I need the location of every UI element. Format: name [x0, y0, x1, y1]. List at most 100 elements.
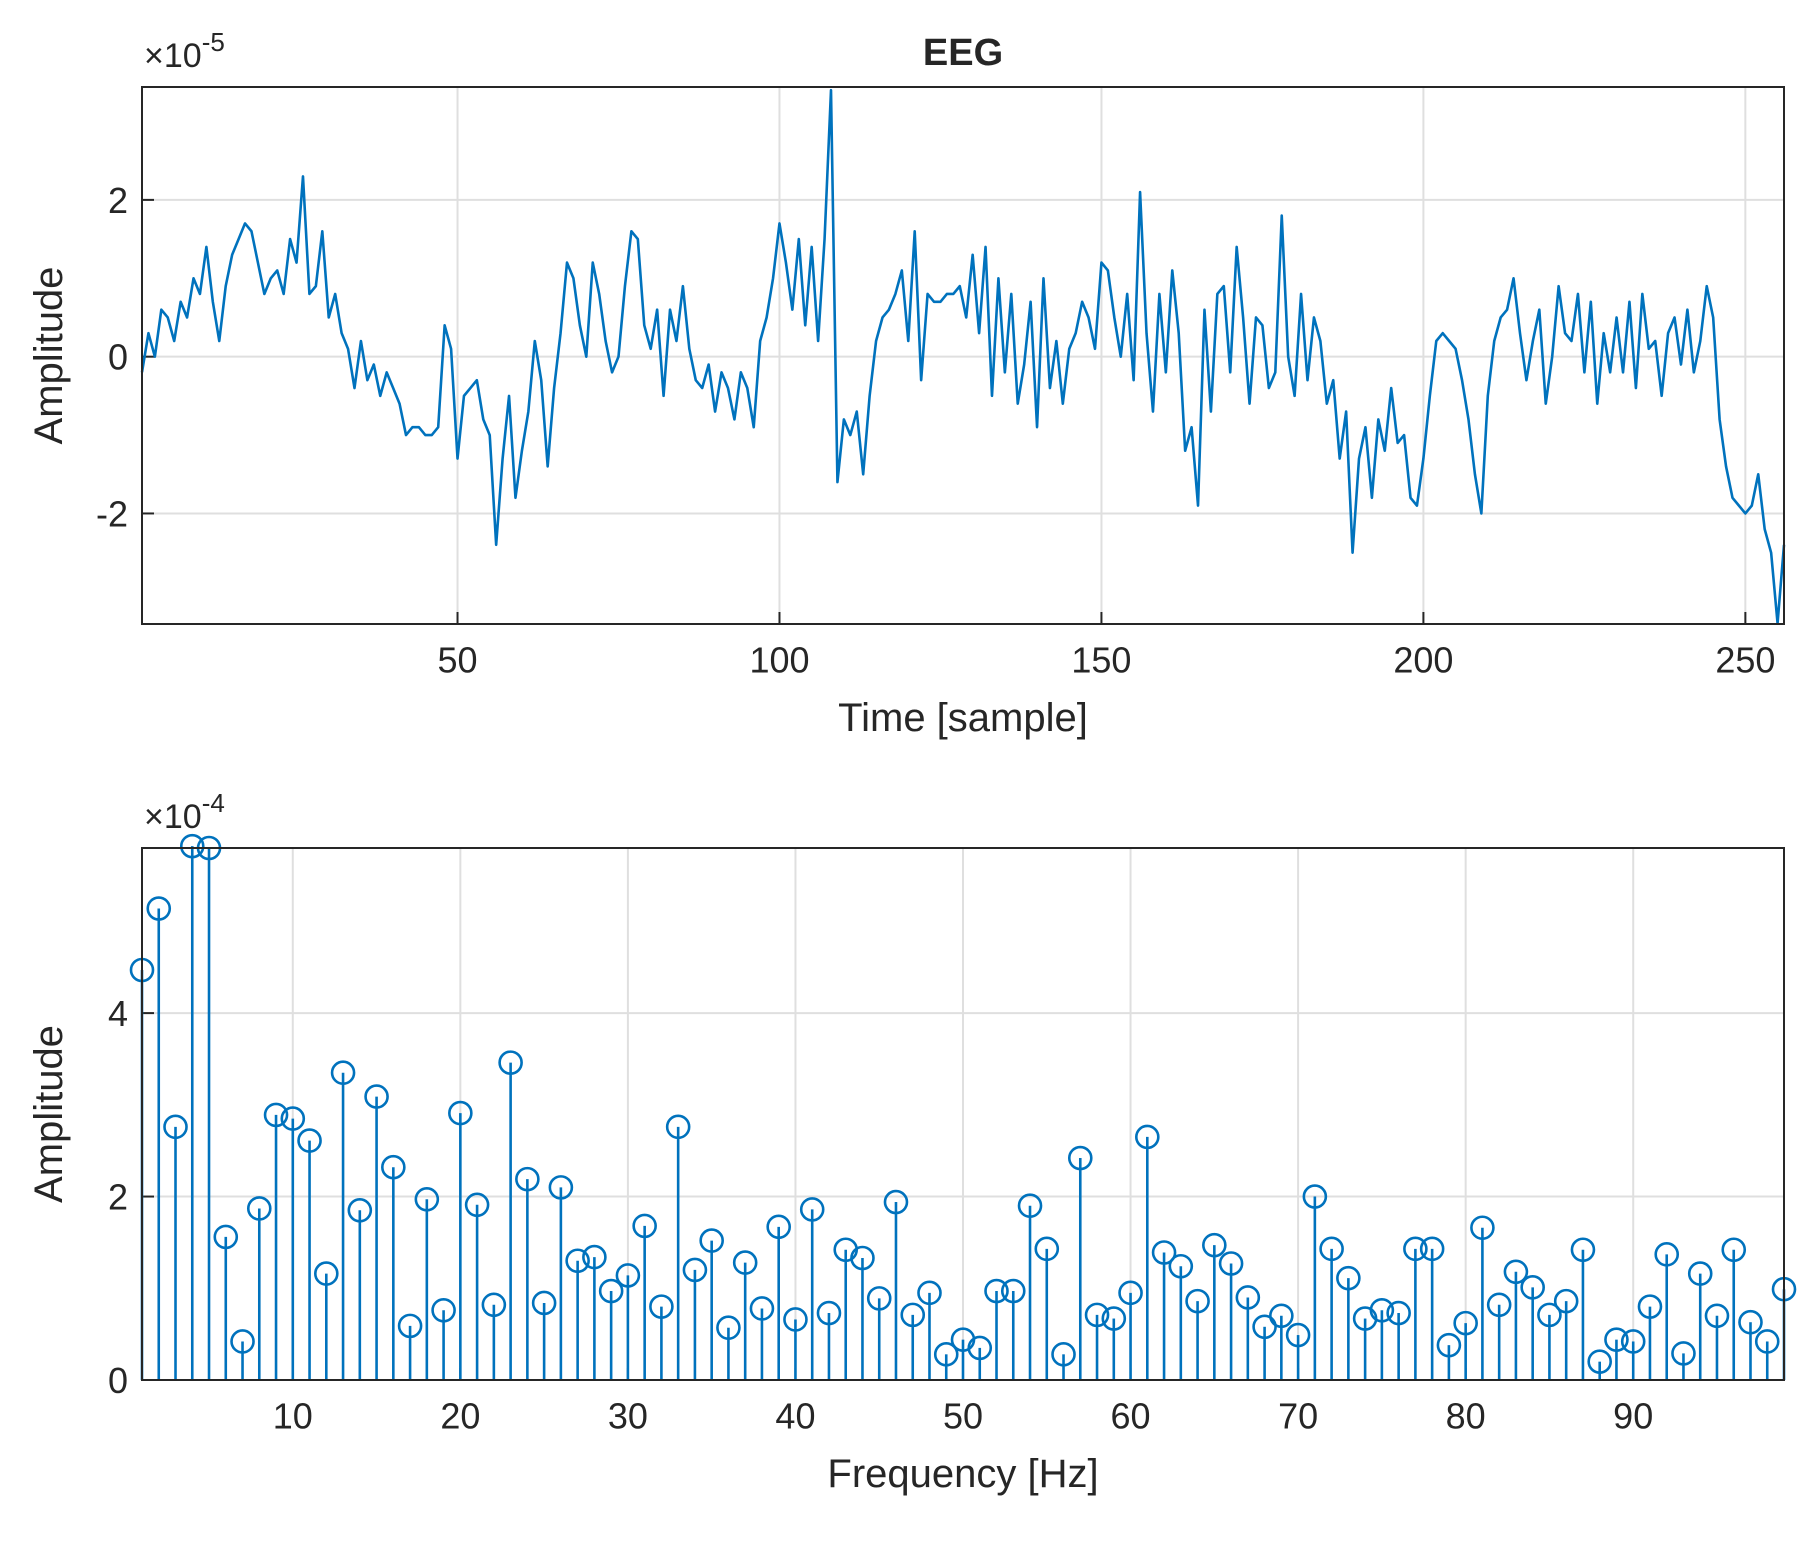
- stem-marker: [1687, 1261, 1713, 1286]
- stem-marker: [917, 1280, 942, 1306]
- stem-marker: [799, 1197, 825, 1222]
- stem-marker: [548, 1175, 574, 1200]
- stem-marker: [1520, 1275, 1545, 1300]
- stem-marker: [1000, 1278, 1026, 1304]
- stem-marker: [933, 1342, 959, 1367]
- stem-marker: [1721, 1237, 1747, 1263]
- multiplier-exponent: -5: [202, 27, 225, 57]
- stem-marker: [1453, 1310, 1478, 1336]
- stem-marker: [397, 1313, 423, 1339]
- stem-marker: [1185, 1288, 1210, 1314]
- stem-marker: [464, 1192, 490, 1218]
- x-tick-label: 60: [1111, 1395, 1151, 1436]
- stem-marker: [280, 1106, 306, 1131]
- stem-marker: [448, 1100, 473, 1126]
- stem-marker: [1503, 1259, 1529, 1285]
- y-axis-label: Amplitude: [27, 267, 71, 445]
- stem-marker: [364, 1084, 389, 1109]
- stem-marker: [1738, 1309, 1763, 1335]
- stem-marker: [665, 1114, 691, 1140]
- stem-marker: [749, 1296, 775, 1321]
- stem-marker: [1604, 1327, 1629, 1352]
- stem-marker: [1553, 1288, 1579, 1314]
- y-multiplier: ×10-4: [144, 788, 225, 836]
- stem-marker: [515, 1166, 540, 1192]
- stem-marker: [1570, 1237, 1596, 1263]
- stem-marker: [163, 1114, 188, 1140]
- x-tick-label: 90: [1613, 1395, 1653, 1436]
- stem-marker: [1051, 1342, 1076, 1367]
- x-tick-label: 50: [437, 639, 477, 680]
- stem-marker: [699, 1228, 724, 1253]
- stem-marker: [1419, 1236, 1445, 1262]
- stem-marker: [1403, 1236, 1428, 1262]
- x-tick-label: 50: [943, 1395, 983, 1436]
- multiplier-exponent: -4: [202, 788, 225, 818]
- stem-marker: [1470, 1215, 1495, 1241]
- stem-marker: [1017, 1193, 1043, 1219]
- stem-marker: [1101, 1306, 1127, 1331]
- stem-marker: [347, 1198, 373, 1223]
- stem-marker: [850, 1245, 875, 1271]
- stem-marker: [1151, 1240, 1177, 1265]
- stem-marker: [1202, 1232, 1227, 1258]
- stem-marker: [330, 1060, 356, 1086]
- stem-marker: [431, 1297, 456, 1323]
- stem-marker: [1135, 1124, 1160, 1150]
- stem-marker: [381, 1154, 406, 1180]
- stem-marker: [883, 1189, 909, 1215]
- stem-marker: [1269, 1303, 1294, 1329]
- axes-background: [142, 87, 1784, 624]
- stem-marker: [1671, 1341, 1696, 1366]
- stem-marker: [1285, 1322, 1311, 1348]
- stem-marker: [816, 1300, 842, 1326]
- y-tick-label: 0: [108, 337, 128, 378]
- stem-marker: [263, 1102, 289, 1128]
- stem-marker: [682, 1257, 708, 1283]
- stem-marker: [531, 1290, 557, 1316]
- stem-marker: [1302, 1184, 1328, 1209]
- stem-marker: [1319, 1236, 1344, 1262]
- stem-marker: [481, 1292, 507, 1318]
- stem-marker: [1386, 1300, 1411, 1326]
- stem-marker: [1252, 1314, 1277, 1340]
- stem-marker: [1218, 1251, 1244, 1276]
- stem-marker: [632, 1213, 657, 1239]
- signal-line: [140, 88, 1786, 625]
- stem-marker: [766, 1214, 791, 1240]
- stem-marker: [1336, 1265, 1361, 1291]
- y-axis-label: Amplitude: [27, 1025, 71, 1203]
- multiplier-base: ×10: [144, 798, 202, 836]
- stem-marker: [1704, 1303, 1730, 1329]
- stem-marker: [1168, 1253, 1194, 1279]
- chart-title: EEG: [923, 32, 1003, 74]
- stem-marker: [297, 1128, 322, 1153]
- axes-frame: [141, 847, 1785, 1381]
- stem-marker: [565, 1248, 590, 1274]
- stem-marker: [1034, 1236, 1060, 1262]
- stem-marker: [1084, 1302, 1110, 1328]
- stem-marker: [1754, 1329, 1780, 1354]
- stem-marker: [1654, 1242, 1680, 1267]
- x-tick-label: 100: [749, 639, 809, 680]
- stem-marker: [498, 1050, 523, 1075]
- x-tick-label: 20: [440, 1395, 480, 1436]
- stem-marker: [1067, 1145, 1093, 1171]
- stem-marker: [230, 1329, 255, 1354]
- x-tick-label: 200: [1393, 639, 1453, 680]
- y-tick-label: 2: [108, 1177, 128, 1218]
- stem-marker: [213, 1224, 239, 1250]
- x-tick-label: 30: [608, 1395, 648, 1436]
- stem-marker: [1537, 1302, 1562, 1328]
- x-axis-label: Frequency [Hz]: [827, 1452, 1098, 1496]
- stem-marker: [1235, 1285, 1261, 1310]
- stem-marker: [900, 1302, 926, 1328]
- stem-marker: [1436, 1332, 1462, 1358]
- stem-marker: [1620, 1329, 1646, 1354]
- stem-marker: [783, 1307, 808, 1332]
- stem-marker: [314, 1261, 339, 1286]
- stem-marker: [146, 896, 172, 921]
- y-multiplier: ×10-5: [144, 27, 225, 75]
- stem-marker: [615, 1263, 641, 1288]
